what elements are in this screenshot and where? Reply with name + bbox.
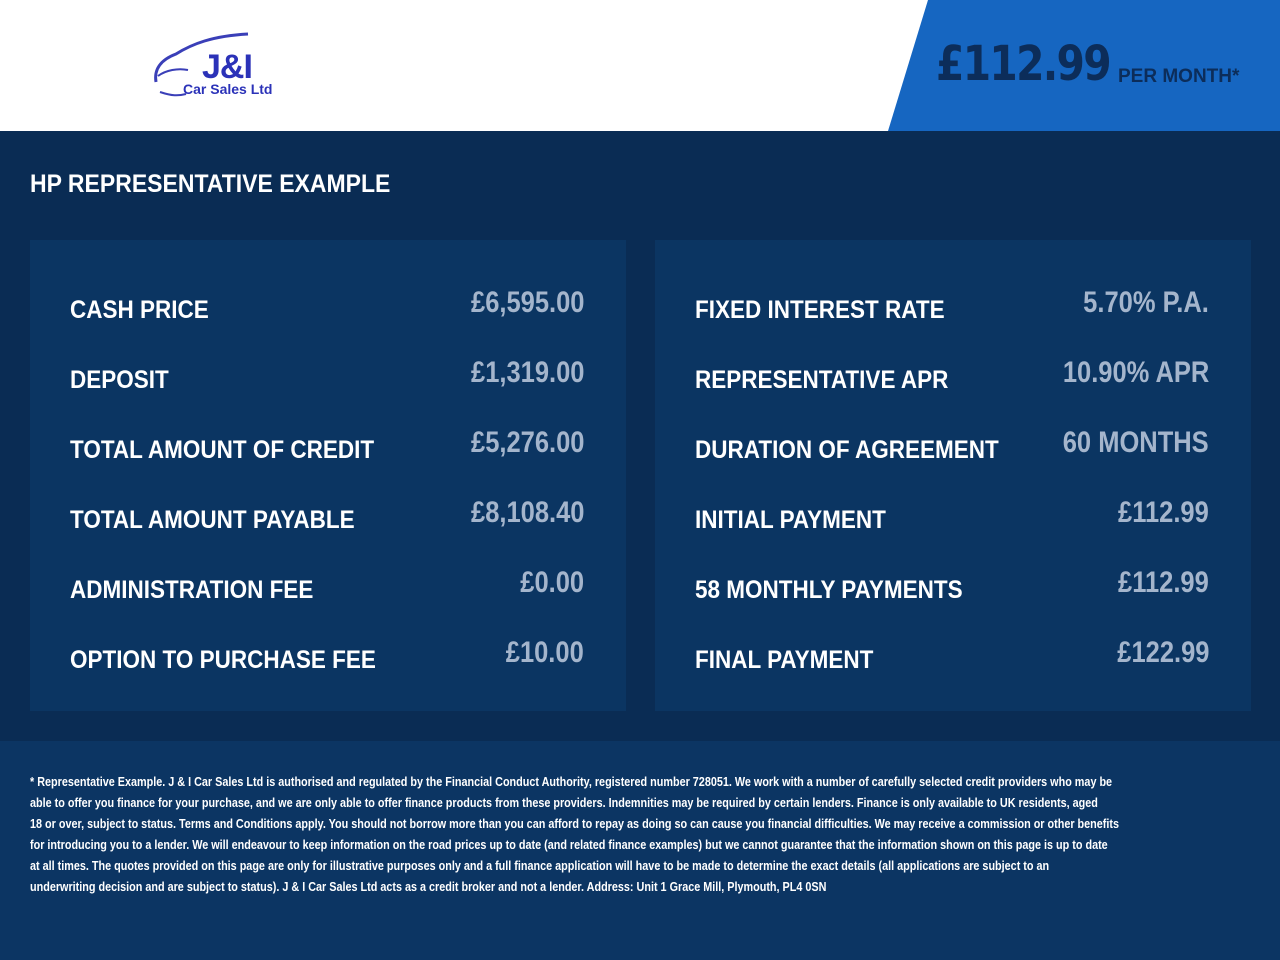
row-value: 10.90% APR: [1062, 356, 1209, 389]
company-logo[interactable]: J&I Car Sales Ltd: [152, 30, 282, 100]
per-month-label: PER MONTH*: [1118, 66, 1240, 87]
row-value: £112.99: [1118, 566, 1209, 599]
monthly-price-banner: £112.99 PER MONTH*: [888, 0, 1280, 131]
finance-row: DEPOSIT £1,319.00: [70, 356, 584, 396]
finance-row: CASH PRICE £6,595.00: [70, 286, 584, 326]
row-label: CASH PRICE: [70, 296, 209, 324]
row-value: 5.70% P.A.: [1083, 286, 1209, 319]
disclaimer-line: able to offer you finance for your purch…: [30, 795, 1098, 810]
car-outline-icon: [154, 32, 249, 97]
finance-row: OPTION TO PURCHASE FEE £10.00: [70, 636, 584, 676]
disclaimer-line: * Representative Example. J & I Car Sale…: [30, 774, 1113, 789]
finance-row: 58 MONTHLY PAYMENTS £112.99: [695, 566, 1209, 606]
row-value: £0.00: [520, 566, 584, 599]
row-value: £5,276.00: [470, 426, 584, 459]
finance-row: TOTAL AMOUNT PAYABLE £8,108.40: [70, 496, 584, 536]
row-label: REPRESENTATIVE APR: [695, 366, 949, 394]
finance-row: TOTAL AMOUNT OF CREDIT £5,276.00: [70, 426, 584, 466]
page-title: HP REPRESENTATIVE EXAMPLE: [30, 170, 391, 198]
monthly-price: £112.99: [936, 36, 1112, 92]
finance-row: DURATION OF AGREEMENT 60 MONTHS: [695, 426, 1209, 466]
finance-row: FIXED INTEREST RATE 5.70% P.A.: [695, 286, 1209, 326]
finance-row: ADMINISTRATION FEE £0.00: [70, 566, 584, 606]
row-value: 60 MONTHS: [1063, 426, 1209, 459]
row-label: TOTAL AMOUNT OF CREDIT: [70, 436, 375, 464]
row-label: TOTAL AMOUNT PAYABLE: [70, 506, 355, 534]
row-label: INITIAL PAYMENT: [695, 506, 886, 534]
disclaimer-text: * Representative Example. J & I Car Sale…: [30, 771, 1162, 897]
footer: * Representative Example. J & I Car Sale…: [0, 741, 1280, 960]
row-label: 58 MONTHLY PAYMENTS: [695, 576, 963, 604]
finance-row: INITIAL PAYMENT £112.99: [695, 496, 1209, 536]
finance-panel-right: FIXED INTEREST RATE 5.70% P.A. REPRESENTA…: [655, 240, 1251, 711]
row-label: FIXED INTEREST RATE: [695, 296, 945, 324]
disclaimer-line: for introducing you to a lender. We will…: [30, 837, 1108, 852]
logo-text: J&I: [202, 48, 253, 86]
row-label: DURATION OF AGREEMENT: [695, 436, 999, 464]
finance-row: REPRESENTATIVE APR 10.90% APR: [695, 356, 1209, 396]
row-value: £1,319.00: [470, 356, 584, 389]
disclaimer-line: at all times. The quotes provided on thi…: [30, 858, 1050, 873]
row-value: £122.99: [1116, 636, 1209, 669]
row-value: £6,595.00: [470, 286, 584, 319]
disclaimer-line: underwriting decision and are subject to…: [30, 879, 827, 894]
row-value: £112.99: [1118, 496, 1209, 529]
row-label: FINAL PAYMENT: [695, 646, 874, 674]
header: J&I Car Sales Ltd £112.99 PER MONTH*: [0, 0, 1280, 131]
row-label: ADMINISTRATION FEE: [70, 576, 314, 604]
finance-row: FINAL PAYMENT £122.99: [695, 636, 1209, 676]
row-label: OPTION TO PURCHASE FEE: [70, 646, 376, 674]
finance-panel-left: CASH PRICE £6,595.00 DEPOSIT £1,319.00 TOT…: [30, 240, 626, 711]
disclaimer-line: 18 or over, subject to status. Terms and…: [30, 816, 1120, 831]
row-value: £8,108.40: [470, 496, 584, 529]
row-label: DEPOSIT: [70, 366, 169, 394]
row-value: £10.00: [505, 636, 584, 669]
logo-subtext: Car Sales Ltd: [183, 81, 273, 97]
